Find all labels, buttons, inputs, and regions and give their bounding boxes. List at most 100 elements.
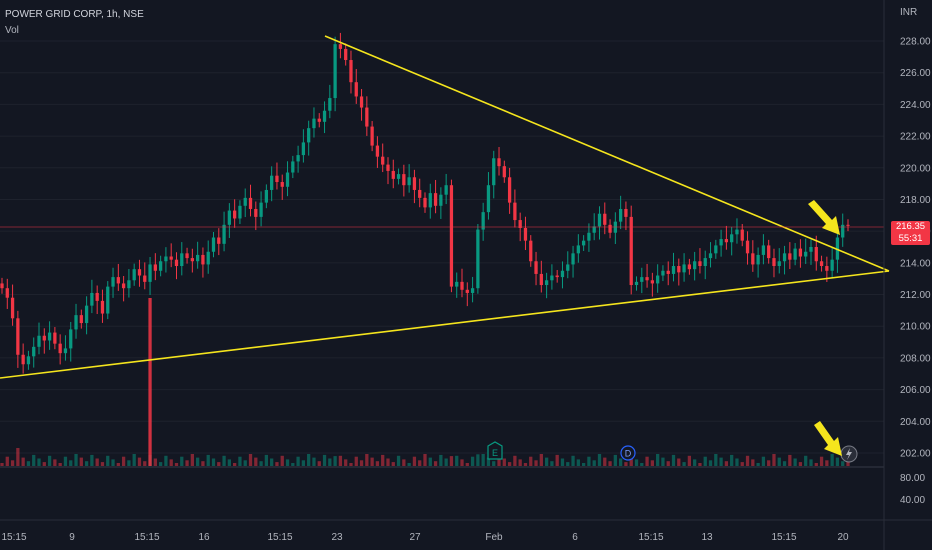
price-tick-label: 218.00 [900, 195, 931, 206]
candle [206, 251, 210, 265]
volume-bar [661, 457, 665, 466]
candle [180, 253, 184, 267]
earnings-marker-label: E [492, 448, 498, 458]
candle [735, 229, 739, 235]
time-axis[interactable]: 15:15 9 15:15 16 15:15 23 27 Feb 6 15:15 13 15:15 20 [1, 532, 849, 543]
volume-bar [581, 463, 586, 466]
volume-bar [5, 456, 9, 466]
price-tick-label: 220.00 [900, 163, 931, 174]
candle [476, 229, 480, 289]
volume-bar [523, 463, 528, 466]
dividend-marker[interactable]: D [620, 445, 636, 461]
volume-bar [809, 459, 813, 466]
candle [280, 182, 284, 187]
volume-bar [365, 454, 369, 466]
candle [518, 220, 522, 228]
volume-bar [402, 459, 406, 466]
volume-bar [58, 463, 62, 466]
volume-bar [656, 454, 660, 466]
volume-bar [507, 462, 512, 466]
time-tick-label: 15:15 [638, 532, 663, 543]
candle [714, 245, 718, 254]
candle [106, 286, 110, 314]
candle [645, 277, 649, 281]
candle [21, 354, 25, 365]
price-scale[interactable]: 228.00226.00224.00222.00220.00218.00216.… [900, 37, 931, 460]
candle [682, 264, 686, 273]
arrow-icon [814, 421, 842, 456]
volume-bar [375, 461, 380, 466]
candle [481, 212, 485, 230]
volume-bar [751, 459, 755, 466]
volume-bar [190, 454, 194, 466]
volume-bar [433, 461, 438, 466]
current-price-badge: 216.35 55:31 [891, 221, 930, 245]
candle [5, 288, 9, 298]
candle [153, 264, 157, 271]
candle [243, 197, 247, 206]
candle [544, 280, 549, 286]
volume-bar [79, 457, 83, 466]
candle [804, 251, 808, 257]
candle [846, 224, 850, 226]
price-tick-label: 222.00 [900, 132, 931, 143]
candle [386, 164, 390, 171]
volume-bar [243, 460, 247, 466]
volume-bar [16, 448, 20, 466]
volume-bar [280, 455, 284, 466]
candle [190, 258, 194, 262]
candle [270, 175, 274, 190]
candle [708, 253, 713, 259]
lightning-icon[interactable] [840, 445, 858, 463]
volume-bar [777, 457, 781, 466]
volume-bar [381, 454, 385, 466]
volume-bar [772, 454, 776, 466]
volume-bar [185, 460, 189, 466]
volume-bar [180, 456, 184, 466]
volume-bar [555, 454, 559, 466]
volume-bar [640, 463, 644, 466]
volume-bar [349, 463, 353, 466]
candle [777, 261, 781, 267]
time-tick-label: 9 [69, 532, 75, 543]
candle [201, 254, 205, 265]
candle [100, 300, 105, 314]
earnings-marker[interactable]: E [487, 441, 503, 460]
candle [830, 259, 834, 271]
candle [809, 247, 813, 252]
trendlines[interactable] [0, 35, 890, 379]
volume-bar [26, 461, 31, 466]
volume-bar [798, 462, 803, 466]
volume-bar [254, 457, 258, 466]
candle [703, 258, 707, 267]
candle [597, 213, 602, 227]
volume-bar [47, 455, 52, 466]
candle [84, 305, 89, 324]
candle [571, 253, 575, 265]
volume-bar [121, 456, 126, 466]
volume-bar [835, 457, 840, 466]
volume-bar [708, 460, 713, 466]
volume-bar [703, 456, 707, 466]
candle [444, 185, 448, 195]
candle [58, 343, 62, 354]
volume-bar [698, 463, 702, 466]
volume-bar [460, 459, 464, 466]
candle [127, 280, 131, 289]
time-tick-label: 15:15 [771, 532, 796, 543]
candle [603, 213, 607, 225]
candle [788, 253, 792, 260]
volume-bar [174, 463, 179, 466]
candle [259, 202, 263, 217]
candle [111, 277, 115, 287]
price-tick-label: 212.00 [900, 290, 931, 301]
candle [751, 253, 755, 265]
volume-bar [671, 454, 676, 466]
volume-bar [825, 460, 829, 466]
countdown-value: 55:31 [898, 233, 923, 244]
volume-bar [439, 454, 443, 466]
volume-bar [740, 462, 744, 466]
candle [423, 197, 427, 208]
volume-bar [275, 462, 279, 466]
